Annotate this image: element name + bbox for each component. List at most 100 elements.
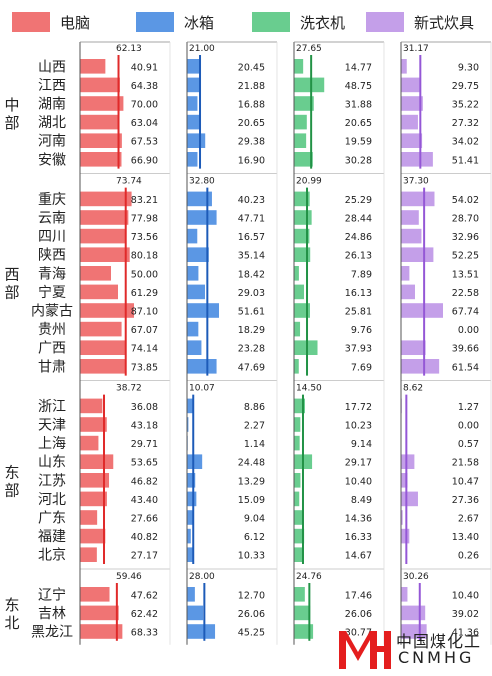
- value-label: 13.51: [452, 269, 479, 280]
- value-label: 40.23: [238, 195, 265, 206]
- value-label: 0.00: [458, 325, 479, 336]
- group-label: 东: [4, 596, 19, 614]
- group-label: 北: [4, 614, 19, 632]
- value-label: 30.77: [345, 628, 372, 639]
- legend-swatch: [252, 12, 290, 32]
- value-label: 9.76: [351, 325, 372, 336]
- value-label: 22.58: [452, 288, 479, 299]
- value-label: 12.70: [238, 590, 265, 601]
- value-label: 51.61: [238, 307, 265, 318]
- bar: [187, 398, 193, 414]
- bar: [80, 210, 129, 225]
- value-label: 54.02: [452, 195, 479, 206]
- bar: [294, 284, 305, 300]
- value-label: 27.32: [452, 118, 479, 129]
- average-label: 21.00: [189, 44, 215, 54]
- bar: [80, 266, 111, 281]
- value-label: 61.29: [131, 288, 158, 299]
- average-label: 37.30: [403, 177, 429, 187]
- average-label: 30.26: [403, 572, 429, 582]
- value-label: 16.88: [238, 100, 265, 111]
- value-label: 46.82: [131, 476, 158, 487]
- value-label: 15.09: [238, 495, 265, 506]
- value-label: 35.22: [452, 100, 479, 111]
- value-label: 17.46: [345, 590, 372, 601]
- province-label: 四川: [38, 229, 66, 245]
- province-label: 广西: [38, 341, 66, 357]
- value-label: 2.27: [244, 421, 265, 432]
- bar: [187, 303, 219, 318]
- bar: [294, 547, 304, 562]
- value-label: 14.36: [345, 514, 372, 525]
- value-label: 87.10: [131, 307, 158, 318]
- value-label: 29.38: [238, 137, 265, 148]
- bar: [401, 303, 443, 318]
- value-label: 16.13: [345, 288, 372, 299]
- value-label: 25.81: [345, 307, 372, 318]
- bar: [187, 340, 202, 355]
- bar: [80, 191, 132, 207]
- value-label: 24.48: [238, 458, 265, 469]
- value-label: 18.42: [238, 269, 265, 280]
- bar: [294, 473, 301, 488]
- value-label: 13.40: [452, 532, 479, 543]
- province-label: 湖北: [38, 115, 66, 131]
- bar: [294, 398, 305, 414]
- value-label: 10.47: [452, 476, 479, 487]
- value-label: 18.29: [238, 325, 265, 336]
- value-label: 23.28: [238, 344, 265, 355]
- bar: [80, 359, 126, 374]
- value-label: 41.36: [452, 628, 479, 639]
- bar: [401, 359, 440, 374]
- legend-label: 洗衣机: [300, 14, 345, 32]
- value-label: 10.40: [345, 476, 372, 487]
- bar: [401, 605, 426, 621]
- value-label: 43.18: [131, 421, 158, 432]
- province-label: 江苏: [38, 473, 66, 489]
- value-label: 40.82: [131, 532, 158, 543]
- value-label: 34.02: [452, 137, 479, 148]
- bar: [401, 59, 407, 74]
- value-label: 39.66: [452, 344, 479, 355]
- bar: [80, 321, 122, 337]
- province-label: 山东: [38, 455, 66, 471]
- bar: [80, 152, 122, 167]
- bar: [80, 510, 98, 525]
- value-label: 26.06: [345, 609, 372, 620]
- bar: [187, 284, 205, 300]
- bar: [401, 587, 408, 602]
- group-label: 部: [4, 481, 19, 499]
- value-label: 27.66: [131, 514, 158, 525]
- bar: [294, 228, 310, 244]
- value-label: 24.86: [345, 232, 372, 243]
- bar: [187, 417, 189, 432]
- value-label: 28.44: [345, 214, 372, 225]
- bar: [80, 133, 122, 148]
- bar: [294, 152, 313, 167]
- value-label: 7.89: [351, 269, 372, 280]
- bar: [80, 528, 106, 544]
- province-label: 黑龙江: [31, 625, 73, 641]
- bar: [401, 152, 433, 167]
- value-label: 29.03: [238, 288, 265, 299]
- value-label: 63.04: [131, 118, 158, 129]
- bar: [80, 340, 126, 355]
- group-label: 部: [4, 284, 19, 302]
- value-label: 21.58: [452, 458, 479, 469]
- province-label: 宁夏: [38, 284, 66, 301]
- bar: [187, 114, 200, 130]
- bar: [187, 247, 209, 262]
- bar: [294, 59, 304, 74]
- bar: [80, 435, 99, 451]
- value-label: 74.14: [131, 344, 158, 355]
- value-label: 19.59: [345, 137, 372, 148]
- logo-text-cn: 中国煤化工: [396, 632, 482, 651]
- value-label: 70.00: [131, 100, 158, 111]
- province-label: 福建: [38, 529, 66, 545]
- bar: [401, 340, 426, 355]
- bar: [294, 321, 301, 337]
- bar: [187, 473, 196, 488]
- bar: [80, 96, 124, 111]
- province-label: 内蒙古: [31, 304, 73, 320]
- bar: [401, 266, 410, 281]
